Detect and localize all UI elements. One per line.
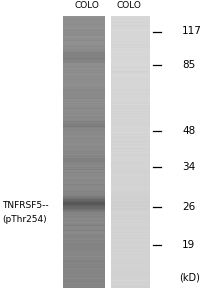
Text: 26: 26 [182, 202, 195, 212]
Text: TNFRSF5--: TNFRSF5-- [2, 201, 49, 210]
Text: 85: 85 [182, 59, 195, 70]
Text: (pThr254): (pThr254) [2, 214, 47, 224]
Text: 117: 117 [182, 26, 202, 37]
Text: (kD): (kD) [179, 272, 200, 283]
Text: 19: 19 [182, 239, 195, 250]
Text: 48: 48 [182, 125, 195, 136]
Text: 34: 34 [182, 161, 195, 172]
Text: COLO: COLO [75, 2, 100, 10]
Text: COLO: COLO [116, 2, 141, 10]
